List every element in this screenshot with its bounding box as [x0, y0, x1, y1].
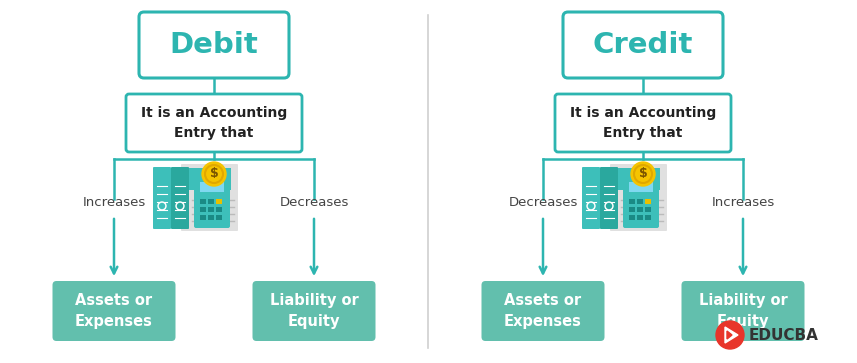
FancyBboxPatch shape — [600, 167, 618, 229]
Circle shape — [716, 321, 744, 349]
Text: Decreases: Decreases — [279, 196, 349, 209]
FancyBboxPatch shape — [629, 199, 635, 204]
FancyBboxPatch shape — [645, 199, 651, 204]
Text: Assets or
Expenses: Assets or Expenses — [75, 293, 153, 329]
Circle shape — [176, 202, 184, 210]
FancyBboxPatch shape — [616, 168, 660, 190]
FancyBboxPatch shape — [216, 207, 222, 212]
FancyBboxPatch shape — [208, 215, 214, 220]
FancyBboxPatch shape — [629, 182, 653, 192]
Text: EDUCBA: EDUCBA — [749, 327, 819, 343]
FancyBboxPatch shape — [253, 281, 375, 341]
FancyBboxPatch shape — [200, 199, 206, 204]
FancyBboxPatch shape — [637, 199, 643, 204]
Text: Debit: Debit — [170, 31, 258, 59]
Text: $: $ — [638, 167, 647, 180]
FancyBboxPatch shape — [681, 281, 805, 341]
FancyBboxPatch shape — [200, 207, 206, 212]
Text: Assets or
Expenses: Assets or Expenses — [504, 293, 582, 329]
Text: $: $ — [210, 167, 219, 180]
Circle shape — [158, 202, 166, 210]
FancyBboxPatch shape — [171, 167, 189, 229]
FancyBboxPatch shape — [482, 281, 604, 341]
FancyBboxPatch shape — [181, 164, 238, 231]
FancyBboxPatch shape — [645, 215, 651, 220]
FancyBboxPatch shape — [52, 281, 176, 341]
Text: It is an Accounting
Entry that: It is an Accounting Entry that — [570, 106, 716, 140]
FancyBboxPatch shape — [216, 215, 222, 220]
FancyBboxPatch shape — [187, 168, 231, 190]
FancyBboxPatch shape — [555, 94, 731, 152]
FancyBboxPatch shape — [194, 178, 230, 228]
Circle shape — [607, 204, 612, 208]
FancyBboxPatch shape — [629, 207, 635, 212]
FancyBboxPatch shape — [126, 94, 302, 152]
Text: Liability or
Equity: Liability or Equity — [270, 293, 358, 329]
FancyBboxPatch shape — [629, 215, 635, 220]
FancyBboxPatch shape — [200, 182, 224, 192]
FancyBboxPatch shape — [139, 12, 289, 78]
FancyBboxPatch shape — [637, 207, 643, 212]
Circle shape — [177, 204, 183, 208]
Circle shape — [587, 202, 595, 210]
Text: It is an Accounting
Entry that: It is an Accounting Entry that — [141, 106, 287, 140]
FancyBboxPatch shape — [645, 207, 651, 212]
FancyBboxPatch shape — [216, 199, 222, 204]
Text: Credit: Credit — [593, 31, 693, 59]
FancyBboxPatch shape — [153, 167, 171, 229]
FancyBboxPatch shape — [563, 12, 723, 78]
Polygon shape — [725, 327, 738, 343]
FancyBboxPatch shape — [582, 167, 600, 229]
Text: Decreases: Decreases — [508, 196, 578, 209]
Text: Liability or
Equity: Liability or Equity — [698, 293, 788, 329]
FancyBboxPatch shape — [208, 199, 214, 204]
Circle shape — [159, 204, 165, 208]
FancyBboxPatch shape — [623, 178, 659, 228]
FancyBboxPatch shape — [200, 215, 206, 220]
Circle shape — [202, 162, 226, 186]
Text: Increases: Increases — [711, 196, 775, 209]
Circle shape — [631, 162, 655, 186]
Circle shape — [605, 202, 613, 210]
Polygon shape — [727, 331, 732, 339]
Circle shape — [589, 204, 594, 208]
FancyBboxPatch shape — [637, 215, 643, 220]
Text: Increases: Increases — [82, 196, 146, 209]
FancyBboxPatch shape — [610, 164, 667, 231]
FancyBboxPatch shape — [208, 207, 214, 212]
